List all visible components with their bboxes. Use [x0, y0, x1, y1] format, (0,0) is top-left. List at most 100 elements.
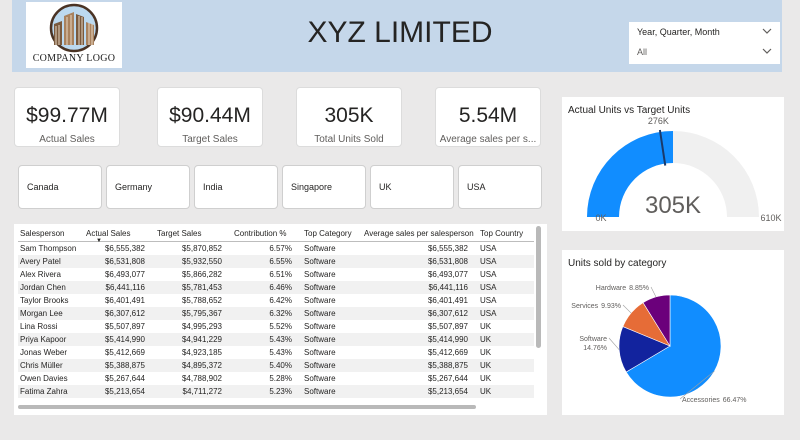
kpi-card-total-units: 305K Total Units Sold — [296, 87, 402, 147]
date-slicer[interactable]: Year, Quarter, Month All — [629, 22, 780, 64]
table-row[interactable]: Fatima Zahra $5,213,654 $4,711,272 5.23% Sof… — [18, 384, 534, 398]
table-cell: Software — [304, 321, 336, 331]
table-cell: Taylor Brooks — [20, 295, 69, 305]
table-cell: 6.57% — [269, 243, 292, 253]
table-cell: $5,267,644 — [427, 373, 468, 383]
table-row[interactable]: Chris Müller $5,388,875 $4,895,372 5.40% Sof… — [18, 358, 534, 372]
table-row[interactable]: Owen Davies $5,267,644 $4,788,902 5.28% Soft… — [18, 372, 534, 385]
table-cell: Jonas Weber — [20, 347, 67, 357]
country-button-singapore[interactable]: Singapore — [282, 165, 366, 209]
table-row[interactable]: Alex Rivera $6,493,077 $5,866,282 6.51% Soft… — [18, 268, 534, 281]
table-cell: $5,213,654 — [362, 384, 478, 398]
column-header[interactable]: Contribution % — [232, 224, 302, 242]
table-cell: $5,414,990 — [362, 332, 478, 346]
table-row[interactable]: Jonas Weber $5,412,669 $4,923,185 5.43% Soft… — [18, 346, 534, 359]
table-cell: $5,414,990 — [84, 332, 155, 346]
pie-label-name: Software — [579, 336, 607, 343]
kpi-card-target-sales: $90.44M Target Sales — [157, 87, 263, 147]
slicer-label: Year, Quarter, Month — [629, 22, 780, 42]
sort-descending-icon[interactable]: ▼ — [96, 238, 102, 244]
pie-label-name: Accessories — [682, 397, 720, 404]
table-cell: UK — [480, 373, 492, 383]
gauge-target-label: 276K — [648, 116, 669, 126]
gauge-max-label: 610K — [760, 213, 781, 223]
table-cell: Software — [302, 384, 362, 398]
table-cell: Avery Patel — [18, 254, 84, 268]
building-logo-icon — [49, 3, 99, 53]
column-header[interactable]: Actual Sales — [84, 224, 155, 242]
table-cell: $5,866,282 — [181, 269, 222, 279]
gauge-panel: Actual Units vs Target Units 276K 305K 0K 6… — [562, 97, 784, 231]
table-cell: Fatima Zahra — [18, 384, 84, 398]
table-cell: Software — [304, 295, 336, 305]
table-row[interactable]: Jordan Chen $6,441,116 $5,781,453 6.46% Soft… — [18, 280, 534, 294]
table-cell: $6,493,077 — [427, 269, 468, 279]
table-cell: 5.43% — [232, 332, 302, 346]
column-header[interactable]: Average sales per salesperson — [362, 224, 478, 242]
table-cell: Owen Davies — [20, 373, 68, 383]
table-cell: Morgan Lee — [18, 306, 84, 320]
pie-slice-label: Accessories 66.47% — [682, 397, 746, 404]
table-cell: Software — [304, 243, 336, 253]
country-button-uk[interactable]: UK — [370, 165, 454, 209]
chevron-down-icon[interactable] — [762, 26, 772, 36]
table-cell: $5,795,367 — [155, 306, 232, 320]
table-cell: $6,531,808 — [362, 254, 478, 268]
table-cell: USA — [478, 254, 534, 268]
table-cell: $5,870,852 — [181, 243, 222, 253]
table-cell: $5,507,897 — [427, 321, 468, 331]
table-cell: 5.40% — [232, 358, 302, 372]
table-row[interactable]: Lina Rossi $5,507,897 $4,995,293 5.52% Softw… — [18, 320, 534, 333]
table-cell: $4,941,229 — [155, 332, 232, 346]
column-header[interactable]: Top Category — [302, 224, 362, 242]
column-header[interactable]: Salesperson — [18, 224, 84, 242]
country-button-usa[interactable]: USA — [458, 165, 542, 209]
salesperson-table: Salesperson Actual Sales Target Sales Co… — [14, 224, 547, 415]
table-cell: Alex Rivera — [20, 269, 61, 279]
table-row[interactable]: Sam Thompson $6,555,382 $5,870,852 6.57% Sof… — [18, 242, 534, 255]
chevron-down-icon[interactable] — [762, 46, 772, 56]
table-row[interactable]: Priya Kapoor $5,414,990 $4,941,229 5.43% Sof… — [18, 332, 534, 346]
table-cell: $5,507,897 — [104, 321, 145, 331]
pie-label-value: 9.93% — [601, 303, 621, 310]
table-cell: $4,995,293 — [181, 321, 222, 331]
table-cell: $6,307,612 — [362, 306, 478, 320]
table-cell: UK — [480, 321, 492, 331]
table-cell: $4,923,185 — [181, 347, 222, 357]
country-button-germany[interactable]: Germany — [106, 165, 190, 209]
table-cell: UK — [478, 358, 534, 372]
pie-leader-line — [622, 304, 632, 314]
pie-slice-label: Services 9.93% — [571, 303, 621, 310]
column-header[interactable]: Top Country — [478, 224, 534, 242]
table-cell: USA — [480, 269, 497, 279]
table-row[interactable]: Taylor Brooks $6,401,491 $5,788,652 6.42% So… — [18, 294, 534, 307]
kpi-value: $99.77M — [26, 104, 108, 127]
table-row[interactable]: Avery Patel $6,531,808 $5,932,550 6.55% Soft… — [18, 254, 534, 268]
vertical-scrollbar[interactable] — [536, 226, 541, 348]
country-button-canada[interactable]: Canada — [18, 165, 102, 209]
table-cell: $6,307,612 — [84, 306, 155, 320]
pie-slice[interactable] — [642, 294, 671, 348]
table-cell: $5,267,644 — [104, 373, 145, 383]
table-cell: $6,493,077 — [104, 269, 145, 279]
column-header[interactable]: Target Sales — [155, 224, 232, 242]
kpi-label: Target Sales — [182, 134, 238, 145]
table-cell: Software — [304, 373, 336, 383]
table-cell: $5,412,669 — [427, 347, 468, 357]
country-button-india[interactable]: India — [194, 165, 278, 209]
pie-label-name: Services — [571, 303, 598, 310]
page-title: XYZ LIMITED — [307, 16, 493, 49]
kpi-card-actual-sales: $99.77M Actual Sales — [14, 87, 120, 147]
pie-panel: Units sold by category Accessories 66.47%… — [562, 250, 784, 415]
pie-leader-line — [650, 286, 657, 298]
kpi-label: Total Units Sold — [314, 134, 384, 145]
horizontal-scrollbar[interactable] — [18, 405, 476, 409]
table-cell: $6,555,382 — [427, 243, 468, 253]
table-cell: Software — [304, 347, 336, 357]
company-logo: COMPANY LOGO — [26, 2, 122, 68]
slicer-dropdown[interactable]: All — [629, 42, 780, 62]
table-cell: $4,895,372 — [155, 358, 232, 372]
table-cell: UK — [480, 347, 492, 357]
table-row[interactable]: Morgan Lee $6,307,612 $5,795,367 6.32% Softw… — [18, 306, 534, 320]
gauge-target-marker — [658, 129, 667, 166]
